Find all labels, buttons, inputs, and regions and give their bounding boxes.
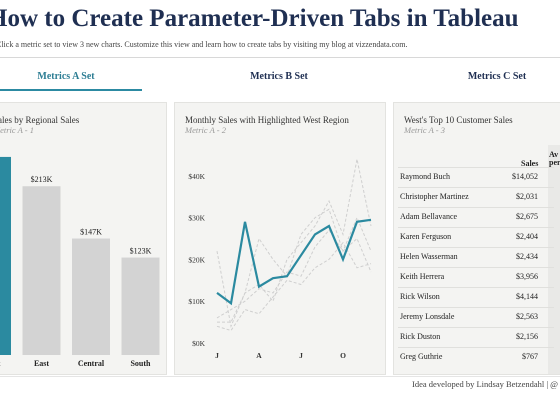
x-tick-label: A	[256, 351, 262, 360]
customer-name: Rick Wilson	[400, 292, 440, 301]
footer-divider	[0, 376, 560, 377]
table-row-divider	[398, 267, 554, 268]
customer-name: Keith Herrera	[400, 272, 445, 281]
panel-regional-sales-title: Sales by Regional Sales	[0, 115, 80, 125]
y-tick-label: $20K	[188, 255, 205, 264]
avg-column-shade	[548, 145, 560, 374]
customer-sales: $2,675	[516, 212, 538, 221]
sales-column-header: Sales	[521, 159, 539, 168]
page-subtitle: Click a metric set to view 3 new charts.…	[0, 40, 408, 49]
tab-metrics-a[interactable]: Metrics A Set	[0, 58, 142, 94]
panel-monthly-sales: Monthly Sales with Highlighted West Regi…	[174, 102, 386, 375]
regional-sales-bar-chart: West $213K East $147K Central $123K South	[0, 156, 160, 368]
customer-name: Jeremy Lonsdale	[400, 312, 455, 321]
table-row-divider	[398, 347, 554, 348]
x-tick-label: J	[215, 351, 219, 360]
table-row-divider	[398, 287, 554, 288]
panel-top-customers: West's Top 10 Customer Sales Metric A - …	[393, 102, 560, 375]
customer-name: Greg Guthrie	[400, 352, 443, 361]
customer-sales: $4,144	[516, 292, 538, 301]
header-divider	[0, 57, 560, 58]
tab-metrics-a-label: Metrics A Set	[37, 70, 95, 82]
tab-metrics-b[interactable]: Metrics B Set	[204, 58, 354, 94]
bar-central	[72, 238, 110, 355]
customer-sales: $2,434	[516, 252, 538, 261]
bar-category-label-central: Central	[78, 359, 105, 368]
page-title: How to Create Parameter-Driven Tabs in T…	[0, 5, 519, 32]
panel-monthly-sales-subtitle: Metric A - 2	[185, 125, 226, 135]
table-row-divider	[398, 167, 554, 168]
panel-top-customers-subtitle: Metric A - 3	[404, 125, 445, 135]
customer-sales: $2,031	[516, 192, 538, 201]
y-tick-label: $0K	[192, 339, 206, 348]
customer-sales: $14,052	[512, 172, 538, 181]
customer-sales: $2,156	[516, 332, 538, 341]
panel-monthly-sales-title: Monthly Sales with Highlighted West Regi…	[185, 115, 349, 125]
customer-name: Raymond Buch	[400, 172, 450, 181]
tab-bar: Metrics A Set Metrics B Set Metrics C Se…	[0, 58, 560, 94]
y-tick-label: $10K	[188, 297, 205, 306]
bar-category-label-west: West	[0, 359, 1, 368]
series-line-other	[216, 241, 372, 332]
tab-metrics-b-label: Metrics B Set	[250, 70, 308, 82]
bar-value-label-central: $147K	[80, 228, 102, 237]
table-row-divider	[398, 327, 554, 328]
bar-value-label-east: $213K	[31, 175, 53, 184]
customer-name: Christopher Martinez	[400, 192, 469, 201]
table-row-divider	[398, 227, 554, 228]
tab-metrics-c-label: Metrics C Set	[467, 70, 527, 82]
panel-regional-sales-subtitle: Metric A - 1	[0, 125, 34, 135]
customer-name: Rick Duston	[400, 332, 441, 341]
customer-sales: $3,956	[516, 272, 538, 281]
avg-column-header-line1: Av	[549, 150, 559, 159]
customer-sales: $767	[522, 352, 538, 361]
panel-regional-sales: Sales by Regional Sales Metric A - 1 Wes…	[0, 102, 167, 375]
bar-west	[0, 156, 11, 355]
customer-sales: $2,404	[516, 232, 538, 241]
active-tab-indicator	[0, 89, 142, 91]
customer-name: Karen Ferguson	[400, 232, 452, 241]
footer-credit: Idea developed by Lindsay Betzendahl | @	[412, 379, 558, 389]
table-row-divider	[398, 187, 554, 188]
table-row-divider	[398, 307, 554, 308]
customer-sales: $2,563	[516, 312, 538, 321]
customer-name: Helen Wasserman	[400, 252, 458, 261]
avg-column-header-line2: per	[549, 158, 560, 167]
series-line-west	[216, 218, 372, 306]
panel-top-customers-title: West's Top 10 Customer Sales	[404, 115, 513, 125]
customer-name: Adam Bellavance	[400, 212, 458, 221]
bar-east	[22, 186, 61, 355]
bar-category-label-east: East	[34, 359, 49, 368]
x-tick-label: O	[340, 351, 346, 360]
bar-south	[121, 257, 160, 355]
y-tick-label: $40K	[188, 172, 205, 181]
table-row-divider	[398, 207, 554, 208]
table-row-divider	[398, 247, 554, 248]
x-tick-label: J	[299, 351, 303, 360]
series-line-other	[216, 208, 372, 329]
series-line-other	[217, 159, 372, 323]
monthly-sales-line-chart: $0K $10K $20K $30K $40K J A J O	[188, 159, 372, 360]
tab-metrics-c[interactable]: Metrics C Set	[422, 58, 560, 94]
bar-category-label-south: South	[130, 359, 151, 368]
y-tick-label: $30K	[188, 214, 205, 223]
bar-value-label-south: $123K	[130, 247, 152, 256]
